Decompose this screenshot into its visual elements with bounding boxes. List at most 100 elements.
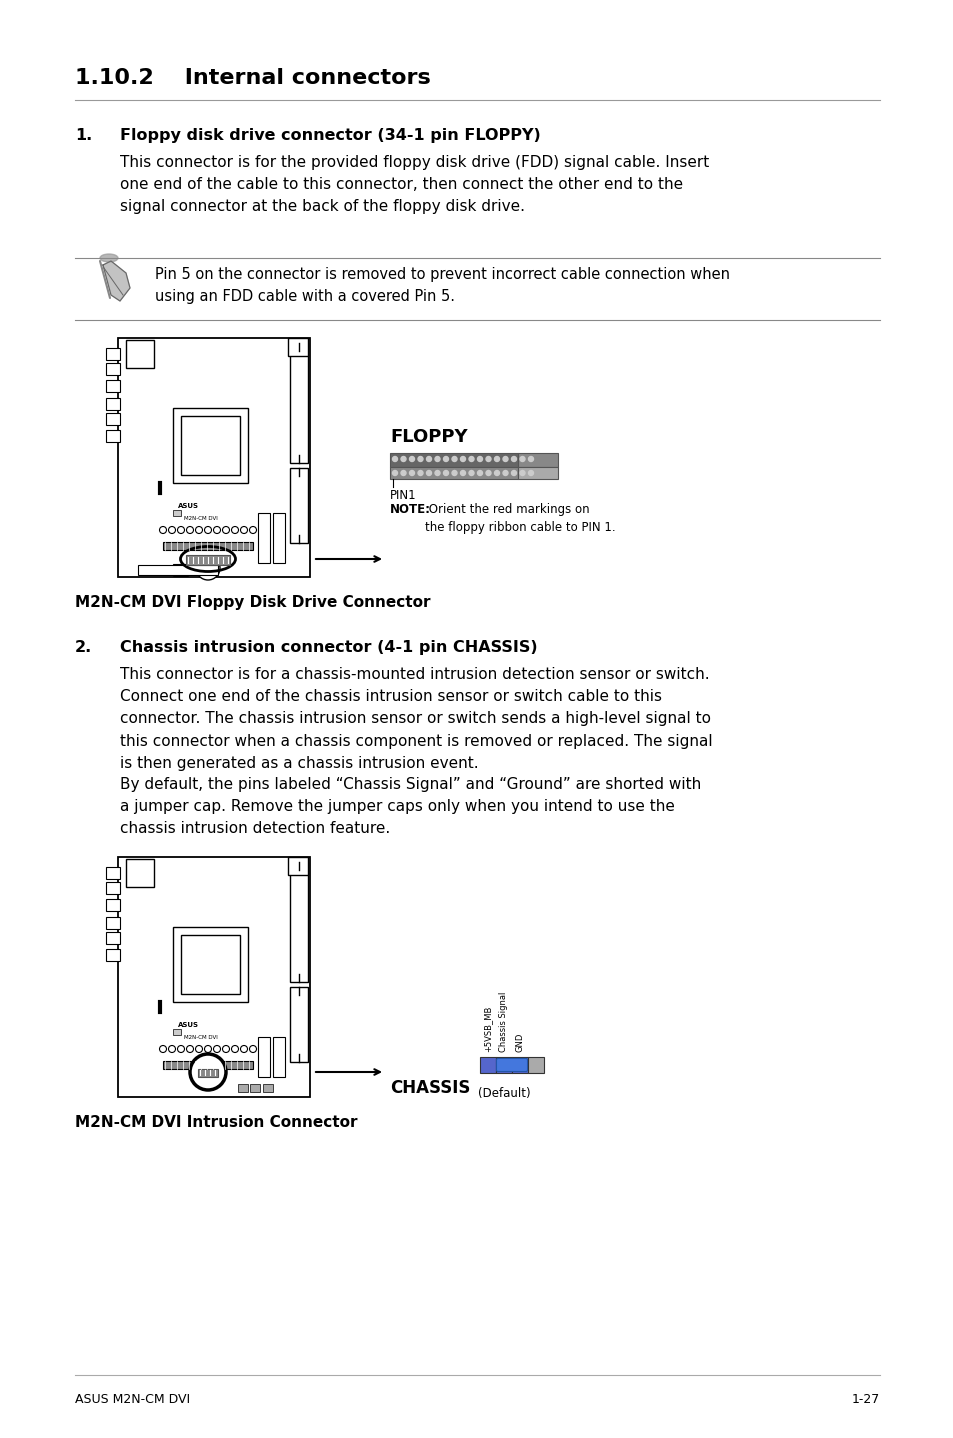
Bar (106, 867, 120, 879)
Text: ASUS: ASUS (178, 503, 199, 509)
Circle shape (190, 1054, 226, 1090)
Bar (106, 398, 120, 410)
Text: M2N-CM DVI Floppy Disk Drive Connector: M2N-CM DVI Floppy Disk Drive Connector (75, 595, 430, 610)
Circle shape (177, 1045, 184, 1053)
Circle shape (159, 1045, 167, 1053)
Circle shape (213, 1045, 220, 1053)
Bar (106, 413, 120, 426)
Bar (172, 1030, 181, 1035)
Bar (106, 380, 120, 393)
Circle shape (250, 526, 256, 533)
Bar (290, 467, 308, 544)
Bar (138, 565, 218, 575)
Circle shape (494, 470, 499, 476)
Text: Pin 5 on the connector is removed to prevent incorrect cable connection when
usi: Pin 5 on the connector is removed to pre… (154, 267, 729, 305)
Circle shape (426, 456, 431, 462)
Bar (290, 986, 308, 1063)
Bar (181, 935, 240, 994)
Bar (172, 408, 248, 483)
Circle shape (195, 526, 202, 533)
Text: This connector is for the provided floppy disk drive (FDD) signal cable. Insert
: This connector is for the provided flopp… (120, 155, 708, 214)
Circle shape (400, 470, 406, 476)
Text: Floppy disk drive connector (34-1 pin FLOPPY): Floppy disk drive connector (34-1 pin FL… (120, 128, 540, 142)
Bar (106, 362, 120, 375)
Circle shape (240, 526, 247, 533)
Bar (237, 1084, 248, 1091)
Bar (496, 1057, 512, 1073)
Circle shape (528, 470, 533, 476)
Circle shape (469, 456, 474, 462)
Text: CHASSIS: CHASSIS (390, 1078, 470, 1097)
Bar (118, 857, 310, 1097)
Circle shape (240, 1045, 247, 1053)
Text: M2N-CM DVI Intrusion Connector: M2N-CM DVI Intrusion Connector (75, 1114, 357, 1130)
Bar (181, 416, 240, 475)
Text: 1-27: 1-27 (851, 1393, 879, 1406)
Circle shape (186, 526, 193, 533)
Circle shape (511, 470, 516, 476)
Circle shape (519, 456, 524, 462)
Circle shape (502, 470, 507, 476)
Circle shape (250, 1045, 256, 1053)
Bar (527, 1057, 543, 1073)
Circle shape (232, 1045, 238, 1053)
Circle shape (469, 470, 474, 476)
Bar (390, 453, 517, 467)
Bar (257, 1037, 270, 1077)
Bar (106, 430, 120, 441)
Circle shape (485, 470, 491, 476)
Circle shape (232, 526, 238, 533)
Circle shape (477, 456, 482, 462)
Circle shape (460, 456, 465, 462)
Bar (257, 513, 270, 564)
Text: (Default): (Default) (477, 1087, 530, 1100)
Text: FLOPPY: FLOPPY (390, 429, 467, 446)
Circle shape (409, 470, 414, 476)
Bar (126, 339, 153, 368)
Text: M2N-CM DVI: M2N-CM DVI (184, 1035, 217, 1040)
Circle shape (460, 470, 465, 476)
Bar (479, 1057, 496, 1073)
Text: By default, the pins labeled “Chassis Signal” and “Ground” are shorted with
a ju: By default, the pins labeled “Chassis Si… (120, 777, 700, 837)
Text: Chassis Signal: Chassis Signal (499, 992, 508, 1053)
Polygon shape (103, 262, 130, 301)
Circle shape (169, 526, 175, 533)
Circle shape (519, 470, 524, 476)
Bar (118, 338, 310, 577)
Circle shape (443, 470, 448, 476)
Circle shape (417, 456, 422, 462)
Circle shape (426, 470, 431, 476)
Circle shape (409, 456, 414, 462)
Circle shape (258, 526, 265, 533)
Text: Chassis intrusion connector (4-1 pin CHASSIS): Chassis intrusion connector (4-1 pin CHA… (120, 640, 537, 654)
Bar (126, 858, 153, 887)
Text: This connector is for a chassis-mounted intrusion detection sensor or switch.
Co: This connector is for a chassis-mounted … (120, 667, 712, 771)
Circle shape (159, 526, 167, 533)
Ellipse shape (100, 255, 118, 262)
Bar (273, 1037, 285, 1077)
Circle shape (435, 470, 439, 476)
Bar (172, 564, 188, 577)
Circle shape (195, 1045, 202, 1053)
Bar (106, 899, 120, 912)
Circle shape (528, 456, 533, 462)
Bar (106, 949, 120, 961)
Circle shape (417, 470, 422, 476)
Circle shape (392, 456, 397, 462)
Circle shape (204, 1045, 212, 1053)
Circle shape (502, 456, 507, 462)
Circle shape (169, 1045, 175, 1053)
Circle shape (452, 470, 456, 476)
Circle shape (258, 1045, 265, 1053)
Circle shape (204, 526, 212, 533)
Text: 2.: 2. (75, 640, 92, 654)
Circle shape (213, 526, 220, 533)
Circle shape (452, 456, 456, 462)
Circle shape (186, 1045, 193, 1053)
Bar (517, 453, 558, 467)
Bar (290, 861, 308, 982)
Circle shape (222, 1045, 230, 1053)
Bar (263, 1084, 273, 1091)
Circle shape (222, 526, 230, 533)
Bar (390, 467, 517, 479)
